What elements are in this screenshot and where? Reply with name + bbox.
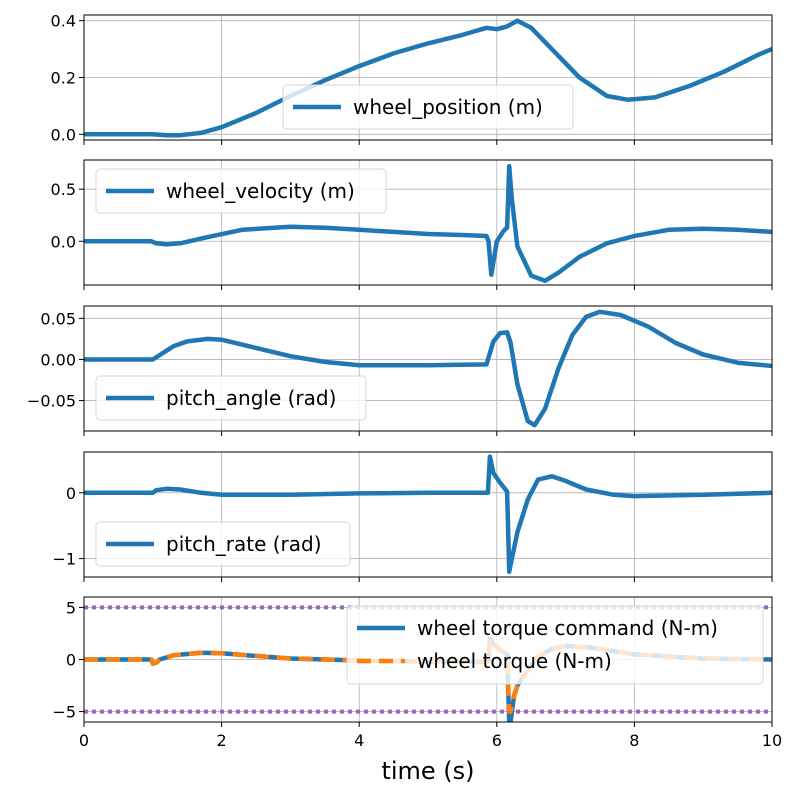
axes-frame	[83, 159, 773, 286]
subplot-4: −1 0 pitch_rate (rad)	[52, 451, 773, 582]
legend-label: wheel_velocity (m)	[166, 179, 355, 203]
legend-box	[95, 521, 351, 567]
y-tick-label: 0.05	[40, 309, 76, 328]
legend-label: pitch_angle (rad)	[166, 386, 336, 410]
x-tick-label: 0	[79, 731, 89, 750]
legend: pitch_rate (rad)	[95, 521, 351, 567]
y-tick-label: 0.0	[51, 232, 76, 251]
subplot-2: 0.0 0.5 wheel_velocity (m)	[51, 159, 773, 290]
x-tick-label: 4	[354, 731, 364, 750]
subplot-1: 0.0 0.2 0.4 wheel_position (m)	[51, 12, 773, 145]
series-line-1	[84, 454, 772, 574]
legend-label: wheel_position (m)	[353, 95, 543, 119]
axes-frame	[83, 451, 773, 578]
legend-label: wheel torque command (N-m)	[417, 616, 718, 640]
x-tick-label: 8	[629, 731, 639, 750]
y-tick-label: 0.4	[51, 12, 76, 31]
legend-box	[95, 168, 387, 214]
legend: pitch_angle (rad)	[95, 375, 367, 421]
y-tick-label: −5	[52, 703, 76, 722]
legend-box	[346, 605, 764, 685]
x-axis-label: time (s)	[381, 757, 474, 785]
x-tick-label: 2	[217, 731, 227, 750]
series-line-1	[84, 164, 772, 284]
y-tick-label: 0.00	[40, 350, 76, 369]
series-line-1	[84, 309, 772, 428]
y-tick-label: 0	[66, 484, 76, 503]
legend-box	[282, 84, 574, 130]
legend-box	[95, 375, 367, 421]
legend: wheel torque command (N-m) wheel torque (…	[346, 605, 764, 685]
y-tick-label: 0	[66, 651, 76, 670]
legend-label: pitch_rate (rad)	[166, 532, 322, 556]
x-tick-label: 6	[492, 731, 502, 750]
legend-label: wheel torque (N-m)	[417, 649, 612, 673]
axes-frame	[83, 305, 773, 432]
y-tick-label: −1	[52, 550, 76, 569]
subplots: 0.0 0.2 0.4 wheel_position (m) 0.0 0.5 wheel_v…	[27, 12, 782, 750]
series-line-1	[84, 18, 772, 138]
subplot-3: −0.05 0.00 0.05 pitch_angle (rad)	[27, 305, 773, 436]
y-tick-label: 5	[66, 598, 76, 617]
legend: wheel_velocity (m)	[95, 168, 387, 214]
y-tick-label: 0.0	[51, 125, 76, 144]
legend: wheel_position (m)	[282, 84, 574, 130]
y-tick-label: 0.5	[51, 180, 76, 199]
y-tick-label: −0.05	[27, 392, 76, 411]
y-tick-label: 0.2	[51, 69, 76, 88]
x-tick-label: 10	[762, 731, 782, 750]
